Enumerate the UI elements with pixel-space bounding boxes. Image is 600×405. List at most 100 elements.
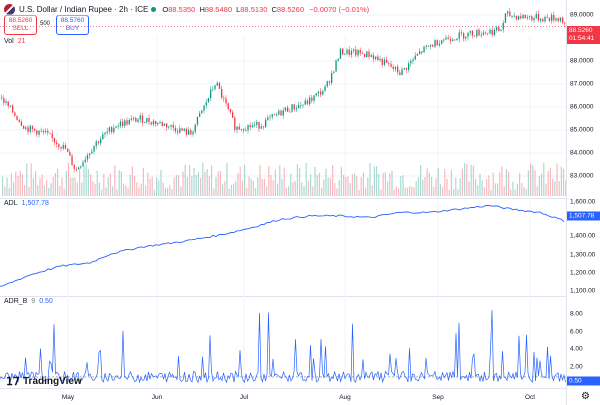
symbol-legend: U.S. Dollar / Indian Rupee · 2h · ICE O8…: [4, 3, 369, 15]
symbol-title[interactable]: U.S. Dollar / Indian Rupee · 2h · ICE: [19, 4, 149, 14]
candle-body: [104, 132, 106, 135]
volume-bar: [266, 186, 268, 196]
volume-bar: [563, 168, 565, 196]
candle-body: [126, 120, 128, 125]
volume-bar: [250, 178, 252, 196]
candle-body: [47, 130, 49, 133]
candle-body: [16, 115, 18, 120]
candle-body: [289, 111, 291, 113]
pane-divider[interactable]: [0, 198, 566, 199]
adl-legend[interactable]: ADL 1,507.78: [4, 200, 49, 207]
candle-body: [432, 45, 434, 47]
time-tick: Oct: [524, 394, 536, 401]
volume-bar: [512, 181, 514, 196]
chart-canvas[interactable]: [0, 0, 566, 388]
candle-body: [251, 125, 254, 128]
volume-bar: [239, 166, 241, 196]
candle-body: [348, 49, 350, 55]
time-tick: Aug: [339, 394, 351, 401]
volume-bar: [173, 177, 175, 196]
volume-bar: [398, 188, 400, 196]
volume-bar: [109, 173, 111, 196]
volume-bar: [318, 172, 320, 196]
adrb-legend[interactable]: ADR_B 9 0.50: [4, 298, 53, 305]
volume-bar: [312, 186, 314, 196]
candle-body: [5, 101, 7, 103]
volume-bar: [160, 169, 162, 196]
volume-bar: [479, 173, 481, 196]
volume-bar: [523, 187, 525, 196]
volume-bar: [307, 180, 309, 196]
volume-bar: [400, 176, 402, 196]
candle-body: [377, 56, 379, 61]
volume-bar: [325, 168, 327, 196]
price-axis[interactable]: 89.0000 88.0000 87.0000 86.0000 85.0000 …: [566, 0, 600, 405]
tradingview-logo-icon: 𝟣𝟩: [6, 375, 20, 388]
candle-body: [381, 58, 383, 65]
candle-body: [196, 116, 199, 125]
volume-bar: [140, 183, 142, 196]
volume-bar: [420, 165, 422, 196]
candle-body: [254, 124, 256, 126]
volume-bar: [442, 187, 444, 196]
candle-body: [445, 37, 447, 40]
volume-legend[interactable]: Vol 21: [4, 38, 26, 45]
candle-body: [122, 121, 124, 126]
candle-body: [465, 36, 467, 39]
time-axis[interactable]: May Jun Jul Aug Sep Oct: [0, 388, 566, 405]
candle-body: [188, 130, 190, 135]
candle-body: [388, 62, 390, 64]
volume-bar: [98, 182, 100, 196]
volume-bar: [65, 170, 67, 196]
volume-bar: [26, 163, 28, 196]
volume-bar: [28, 186, 30, 196]
volume-bar: [305, 163, 307, 196]
volume-bar: [389, 173, 391, 196]
volume-bar: [426, 168, 428, 196]
candle-body: [203, 105, 205, 111]
volume-bar: [527, 170, 529, 196]
candle-body: [463, 33, 465, 39]
volume-bar: [279, 165, 281, 196]
candle-body: [438, 43, 441, 46]
brand-logo[interactable]: 𝟣𝟩 TradingView: [6, 375, 82, 388]
candle-body: [240, 129, 243, 131]
candle-body: [421, 51, 423, 53]
volume-bar: [134, 176, 136, 196]
adl-tick: 1,200.00: [570, 269, 596, 277]
volume-bar: [76, 182, 78, 196]
adrb-tick: 8.00: [570, 310, 583, 318]
candle-body: [166, 123, 168, 128]
volume-bar: [406, 187, 408, 196]
volume-bar: [21, 174, 23, 196]
volume-bar: [41, 174, 43, 196]
candle-body: [522, 14, 524, 19]
last-price: 88.5260: [569, 27, 593, 34]
candle-body: [45, 130, 47, 133]
buy-label: BUY: [65, 25, 80, 32]
candle-body: [449, 39, 452, 41]
candle-body: [309, 97, 311, 105]
volume-bar: [219, 171, 221, 196]
volume-bar: [138, 188, 140, 196]
candle-body: [51, 133, 53, 138]
pane-divider[interactable]: [0, 296, 566, 297]
price-change: −0.0070 (−0.01%): [309, 4, 370, 14]
candle-body: [84, 159, 86, 163]
volume-bar: [171, 189, 173, 196]
volume-bar: [347, 176, 349, 196]
volume-bar: [268, 166, 270, 196]
candle-body: [214, 85, 216, 90]
candle-body: [322, 91, 324, 95]
settings-gear-icon[interactable]: ⚙: [581, 391, 590, 402]
candle-body: [97, 141, 100, 144]
volume-bar: [235, 181, 237, 196]
volume-bar: [142, 167, 144, 196]
price-tick: 83.0000: [570, 172, 594, 180]
sell-price: 88.5260: [8, 17, 33, 24]
candle-body: [328, 81, 331, 83]
candle-body: [192, 131, 194, 135]
candle-body: [27, 127, 29, 132]
chart-header: U.S. Dollar / Indian Rupee · 2h · ICE O8…: [0, 0, 566, 36]
volume-bar: [448, 189, 450, 196]
